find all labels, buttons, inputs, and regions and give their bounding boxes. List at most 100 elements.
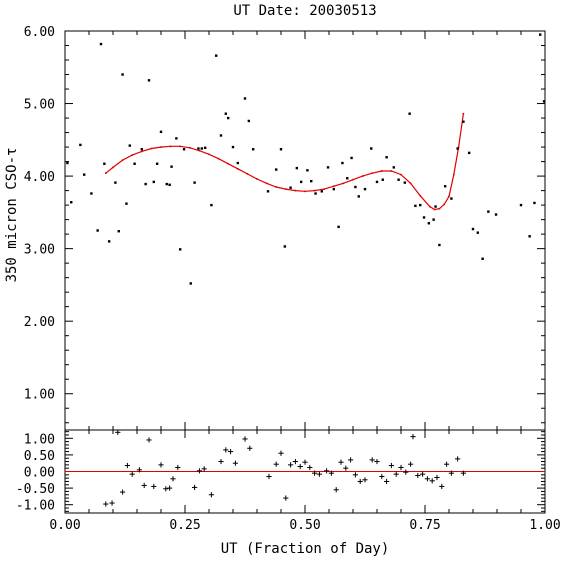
x-tick-label: 0.50: [289, 518, 320, 533]
residual-point: [328, 470, 334, 476]
data-point: [236, 161, 239, 165]
residual-point: [439, 483, 445, 490]
main-panel: 1.00 2.00 3.00 4.00 5.00 6.00: [24, 25, 546, 431]
data-point: [432, 218, 435, 221]
fit-sample-point: [179, 145, 181, 148]
data-point: [295, 166, 299, 170]
fit-sample-point: [169, 145, 172, 148]
data-point: [128, 144, 131, 147]
data-point: [203, 146, 207, 149]
fit-sample-point: [453, 173, 455, 176]
residual-point: [124, 462, 130, 469]
data-point: [403, 181, 407, 184]
fit-sample-point: [433, 208, 436, 211]
residual-point: [278, 450, 284, 456]
data-point: [533, 201, 536, 205]
data-point: [363, 187, 367, 191]
data-point: [519, 203, 523, 207]
fit-sample-point: [237, 168, 239, 170]
fit-sample-point: [352, 178, 354, 181]
fit-sample-point: [438, 207, 441, 210]
fit-sample-point: [112, 166, 114, 169]
data-point: [159, 130, 163, 134]
residual-point: [444, 461, 450, 467]
y-tick-label: 1.00: [24, 388, 55, 403]
data-point: [462, 120, 465, 123]
residual-point: [288, 462, 294, 468]
fit-sample-point: [448, 195, 450, 198]
fit-sample-point: [265, 182, 268, 185]
residual-point: [103, 501, 109, 507]
fit-sample-point: [150, 147, 153, 150]
data-point: [320, 190, 323, 193]
fit-sample-point: [409, 182, 412, 185]
fit-sample-point: [246, 173, 249, 175]
data-point: [471, 227, 475, 231]
data-point: [467, 151, 471, 155]
residual-point: [223, 447, 229, 453]
residual-point: [141, 482, 147, 489]
residual-point: [312, 470, 318, 476]
data-point: [179, 248, 182, 251]
data-point: [175, 137, 178, 140]
data-point: [332, 187, 335, 191]
residual-point: [460, 470, 466, 476]
residual-point: [352, 472, 358, 478]
residual-point: [247, 445, 253, 451]
data-point: [275, 168, 278, 171]
residual-point: [316, 471, 322, 477]
residual-point: [175, 464, 181, 471]
data-point: [251, 148, 255, 151]
res-y-tick-label: 0.50: [24, 449, 55, 464]
residual-point: [196, 468, 202, 474]
residual-point: [357, 478, 363, 485]
data-point: [539, 33, 542, 36]
data-point: [310, 179, 313, 183]
data-point: [450, 197, 453, 200]
data-point: [182, 148, 186, 151]
chart-title: UT Date: 20030513: [233, 3, 376, 19]
data-point: [289, 186, 292, 189]
data-point: [79, 143, 82, 147]
data-point: [337, 225, 340, 229]
y-tick-label: 4.00: [24, 170, 55, 185]
data-point: [528, 235, 531, 238]
data-point: [125, 202, 128, 205]
fit-sample-point: [371, 172, 373, 174]
data-point: [350, 156, 353, 160]
fit-sample-point: [227, 162, 229, 165]
data-point: [140, 148, 143, 151]
residual-point: [292, 458, 298, 465]
residual-point: [273, 461, 279, 467]
data-point: [170, 165, 173, 168]
residual-point: [415, 472, 421, 479]
data-point: [90, 192, 93, 195]
data-point: [168, 183, 171, 186]
residual-point: [403, 469, 409, 475]
data-point: [438, 243, 441, 247]
data-point: [70, 201, 73, 204]
residual-point: [192, 484, 198, 491]
res-y-tick-label: 0.00: [24, 466, 55, 481]
residual-point: [408, 461, 414, 467]
fit-sample-point: [333, 185, 335, 188]
residual-point: [158, 462, 164, 468]
res-y-tick-label: -1.00: [16, 499, 55, 514]
residual-point: [163, 486, 169, 492]
residual-point: [448, 470, 454, 476]
data-point: [243, 97, 247, 100]
data-point: [326, 166, 330, 169]
residual-point: [333, 487, 339, 493]
data-point: [419, 203, 422, 207]
x-tick-label: 0.25: [169, 518, 200, 533]
data-point: [392, 166, 395, 169]
y-tick-label: 6.00: [24, 25, 55, 40]
residual-point: [283, 495, 289, 501]
residual-point: [151, 483, 157, 490]
x-tick-label: 1.00: [529, 518, 560, 533]
residual-point: [201, 466, 207, 472]
residual-point: [379, 473, 385, 480]
fit-sample-point: [285, 188, 287, 190]
residual-point: [398, 464, 404, 471]
residual-point: [369, 457, 375, 463]
